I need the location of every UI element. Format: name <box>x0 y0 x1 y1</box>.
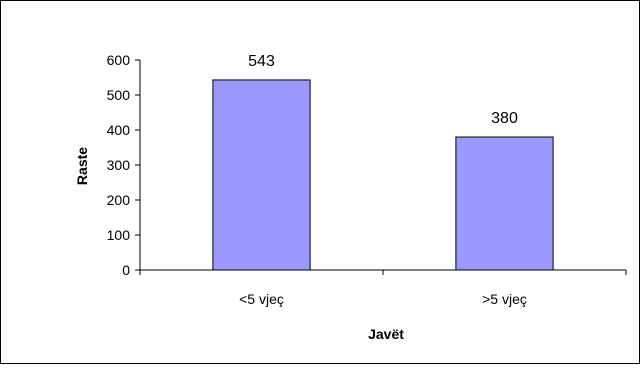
y-tick-label: 200 <box>107 192 131 208</box>
y-tick-label: 600 <box>107 52 131 68</box>
y-tick-label: 500 <box>107 87 131 103</box>
y-tick-label: 100 <box>107 227 131 243</box>
data-labels-group: 543 380 <box>248 53 518 127</box>
y-tick-label: 0 <box>122 262 130 278</box>
y-axis-ticks: 0 100 200 300 400 500 600 <box>107 52 140 278</box>
x-tick-label: >5 vjeç <box>482 291 527 307</box>
y-tick-label: 300 <box>107 157 131 173</box>
y-axis-title: Raste <box>74 147 90 185</box>
bars-group <box>212 79 554 271</box>
bar-data-label: 543 <box>248 53 275 70</box>
x-tick-label: <5 vjeç <box>239 291 284 307</box>
x-axis-ticks <box>139 270 627 275</box>
bar <box>212 79 311 271</box>
x-tick-labels-group: <5 vjeç >5 vjeç <box>239 291 527 307</box>
x-axis-title: Javët <box>368 326 404 342</box>
y-tick-label: 400 <box>107 122 131 138</box>
bar-data-label: 380 <box>491 110 518 127</box>
bar <box>455 136 554 271</box>
